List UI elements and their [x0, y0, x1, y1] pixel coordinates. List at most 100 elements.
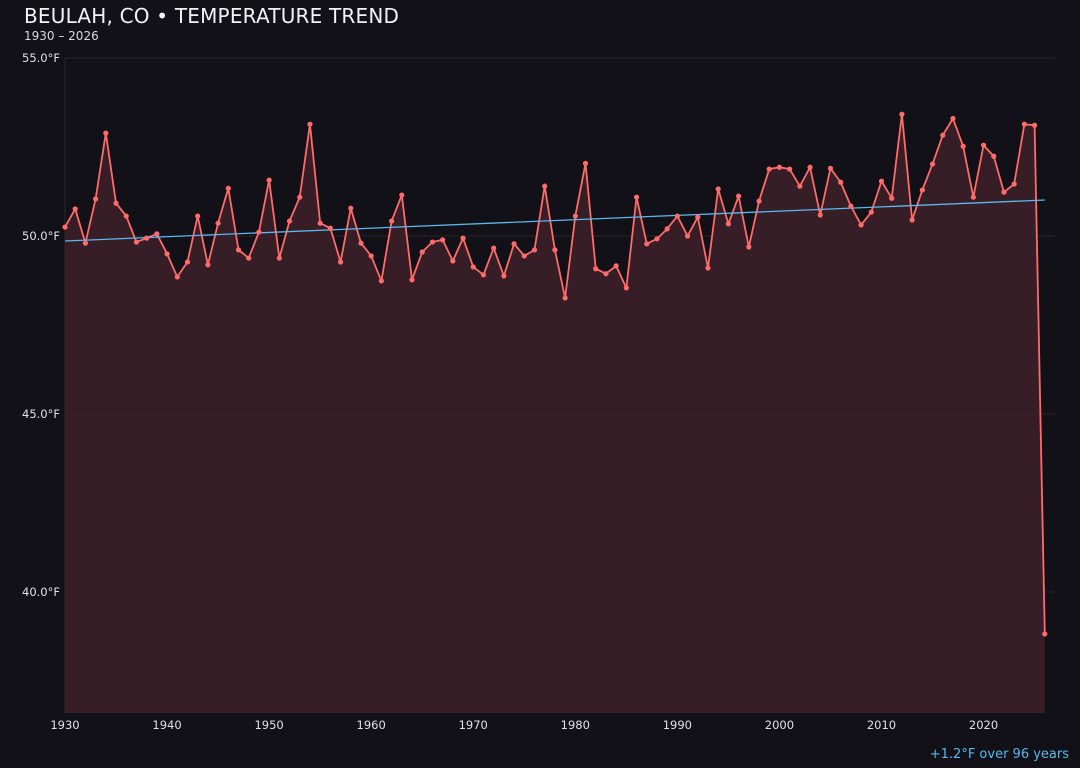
data-point	[695, 214, 701, 220]
data-point	[246, 255, 252, 261]
data-point	[715, 186, 721, 192]
data-point	[337, 259, 344, 265]
data-point	[388, 218, 395, 224]
data-point	[103, 130, 109, 136]
x-tick-label: 2010	[867, 718, 896, 732]
data-point	[215, 220, 221, 226]
y-tick-label: 45.0°F	[22, 407, 60, 421]
data-point	[633, 194, 640, 200]
data-point	[776, 164, 783, 170]
data-point	[991, 153, 997, 159]
data-point	[62, 224, 68, 230]
data-point	[878, 178, 885, 184]
data-point	[654, 236, 660, 242]
data-point	[1001, 189, 1007, 195]
data-point	[582, 160, 589, 166]
data-point	[705, 265, 711, 271]
x-tick-label: 1930	[50, 718, 79, 732]
data-point	[266, 177, 272, 183]
data-point	[297, 194, 303, 200]
data-point	[348, 205, 354, 211]
data-point	[929, 161, 936, 167]
data-point	[848, 203, 854, 209]
data-point	[460, 235, 466, 241]
trend-note: +1.2°F over 96 years	[929, 747, 1069, 762]
data-point	[919, 187, 925, 193]
x-tick-label: 2020	[969, 718, 998, 732]
data-point	[123, 213, 129, 219]
data-point	[511, 241, 517, 247]
data-point	[205, 262, 211, 268]
data-point	[72, 206, 78, 212]
data-point	[501, 273, 507, 279]
x-tick-label: 1970	[459, 718, 488, 732]
data-point	[307, 121, 313, 127]
data-point	[1031, 122, 1038, 128]
data-point	[572, 213, 578, 219]
x-tick-label: 1950	[254, 718, 283, 732]
data-point	[644, 241, 650, 247]
data-point	[746, 244, 752, 250]
data-point	[521, 253, 527, 259]
data-point	[868, 209, 874, 215]
data-point	[613, 263, 619, 269]
data-point	[552, 247, 558, 253]
y-tick-label: 55.0°F	[22, 51, 60, 65]
data-point	[807, 164, 813, 170]
trend-line	[64, 199, 1045, 242]
x-tick-label: 1980	[561, 718, 590, 732]
data-point	[838, 179, 844, 185]
data-point	[899, 111, 905, 117]
x-tick-label: 1990	[663, 718, 692, 732]
data-point	[817, 212, 823, 218]
data-point	[113, 200, 119, 206]
data-point	[787, 166, 793, 172]
data-point	[93, 196, 99, 202]
data-point	[327, 225, 333, 231]
data-point	[419, 249, 425, 255]
data-point	[286, 218, 293, 224]
data-point	[664, 226, 670, 232]
y-tick-label: 50.0°F	[22, 229, 60, 243]
data-point	[542, 183, 548, 189]
data-point	[1021, 121, 1027, 127]
y-tick-label: 40.0°F	[22, 585, 60, 599]
data-point	[674, 213, 680, 219]
data-point	[603, 271, 609, 277]
data-point	[82, 240, 89, 246]
data-point	[766, 166, 772, 172]
data-point	[429, 239, 436, 245]
data-point	[960, 143, 966, 149]
data-point	[623, 285, 629, 291]
data-point	[276, 255, 282, 261]
data-point	[378, 278, 384, 284]
data-point	[409, 277, 415, 283]
data-point	[235, 247, 242, 253]
data-point	[756, 198, 762, 204]
data-point	[174, 274, 180, 280]
data-point	[154, 231, 160, 237]
data-point	[368, 253, 374, 259]
data-point	[450, 258, 456, 264]
data-point	[399, 192, 405, 198]
data-point	[950, 115, 956, 122]
data-point	[164, 251, 170, 257]
area-fill	[65, 114, 1045, 713]
data-point	[684, 233, 691, 239]
x-tick-label: 1940	[152, 718, 181, 732]
data-point	[827, 165, 834, 171]
data-point	[889, 195, 895, 201]
data-point	[133, 239, 140, 245]
data-point	[940, 132, 946, 138]
data-point	[909, 217, 915, 223]
data-point	[480, 272, 487, 278]
data-point	[317, 220, 323, 226]
x-tick-label: 2000	[765, 718, 794, 732]
chart-title: BEULAH, CO • TEMPERATURE TREND	[24, 4, 400, 28]
data-point	[980, 142, 987, 148]
data-point	[144, 235, 150, 241]
data-point	[725, 221, 732, 227]
data-point	[1011, 181, 1017, 187]
data-point	[562, 295, 568, 301]
